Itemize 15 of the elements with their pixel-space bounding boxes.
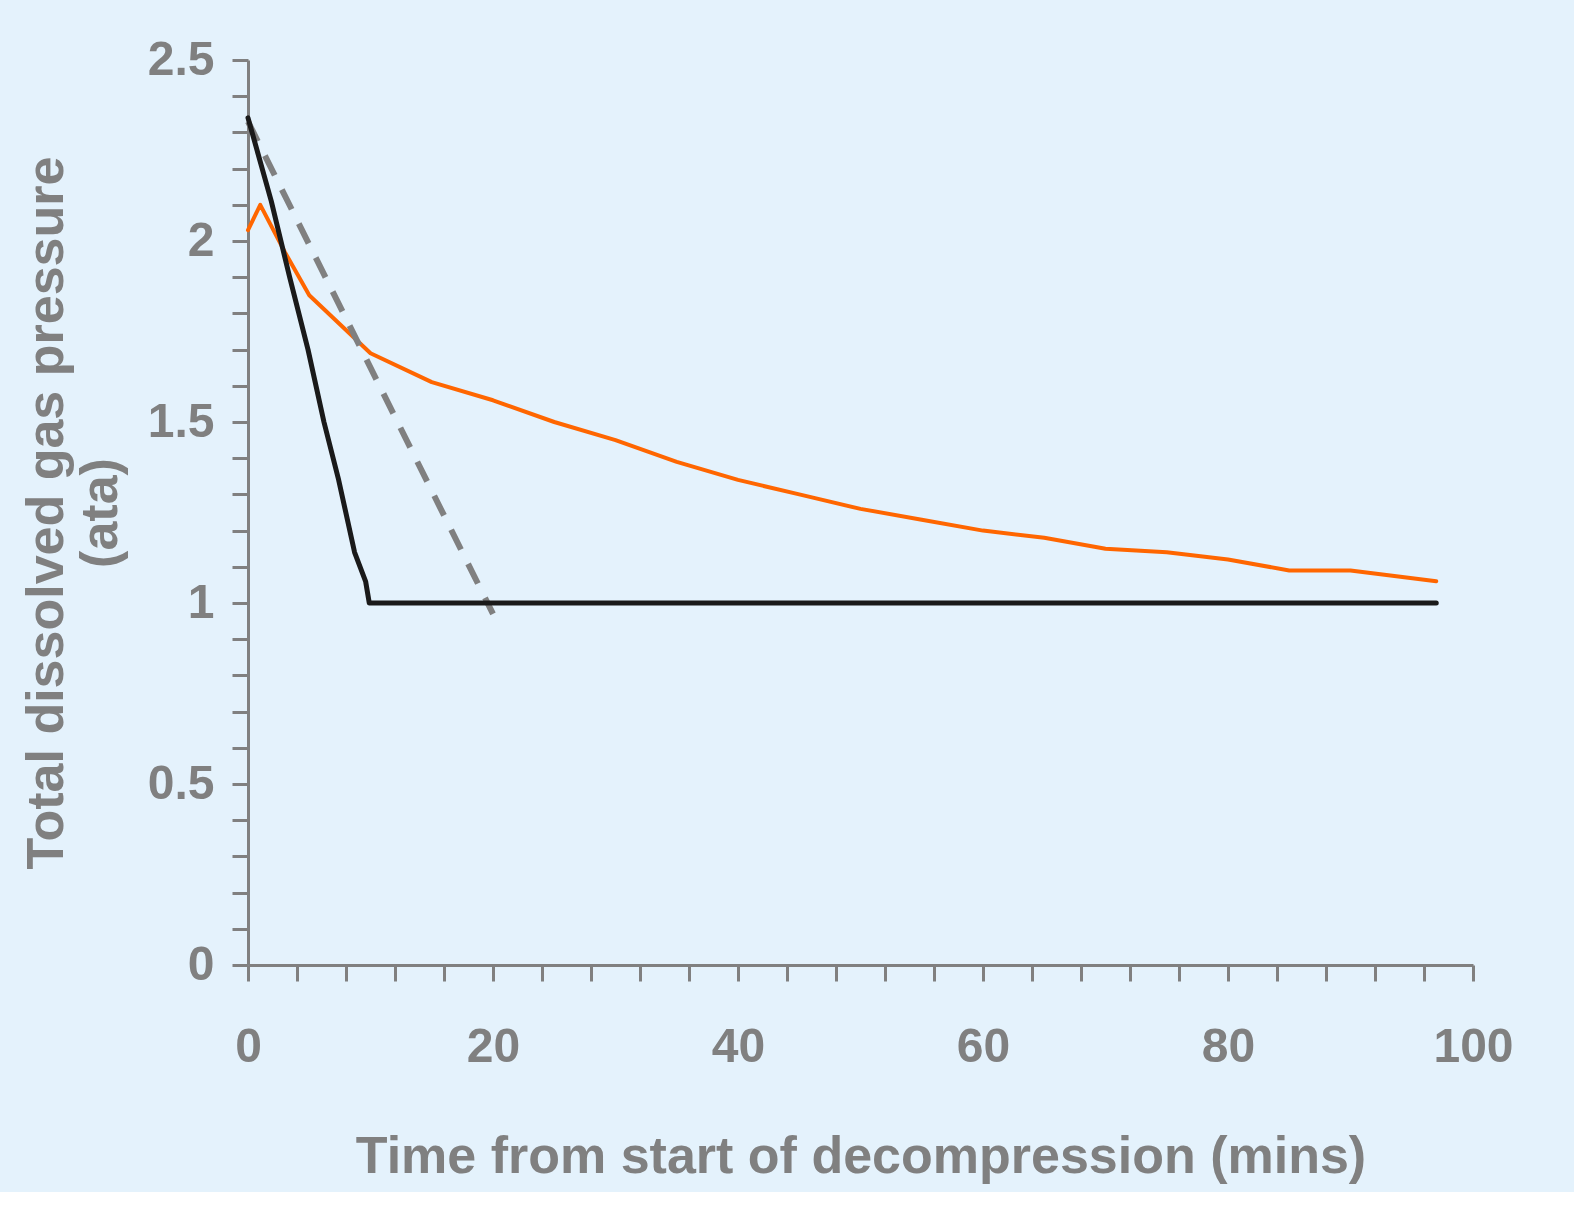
x-tick-label: 20 (466, 1018, 521, 1072)
x-tick-label: 40 (711, 1018, 766, 1072)
x-axis-title: Time from start of decompression (mins) (355, 1125, 1367, 1184)
x-tick-label: 0 (235, 1018, 262, 1072)
y-tick-label: 2.5 (147, 31, 215, 85)
y-tick-label: 2 (187, 212, 215, 266)
x-tick-label: 80 (1201, 1018, 1256, 1072)
x-tick-label: 100 (1433, 1018, 1514, 1072)
y-tick-label: 1 (187, 574, 215, 628)
y-axis-title: Total dissolved gas pressure (ata) (15, 156, 128, 870)
line-series (246, 202, 1439, 584)
x-tick-label: 60 (956, 1018, 1011, 1072)
y-tick-label: 1.5 (147, 393, 215, 447)
y-tick-label: 0 (187, 936, 215, 990)
y-tick-label: 0.5 (147, 755, 215, 809)
